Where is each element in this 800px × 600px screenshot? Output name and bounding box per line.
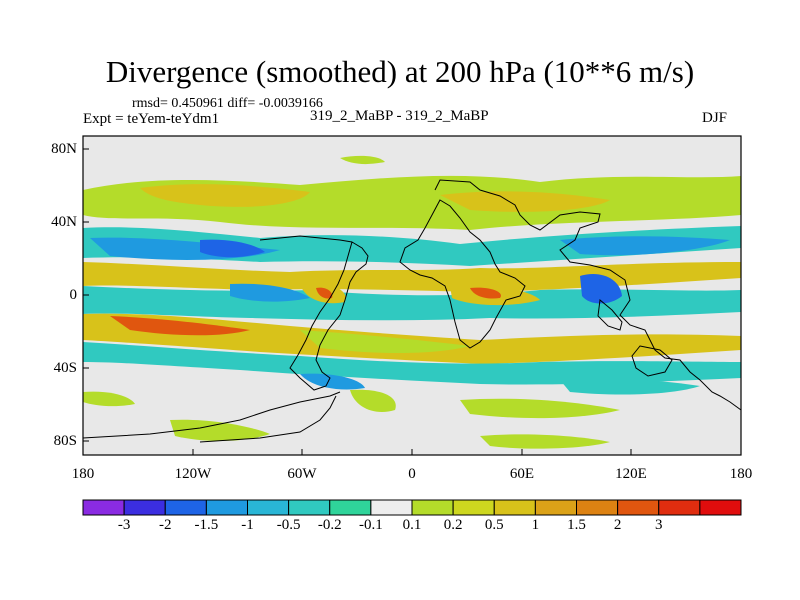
stats-line: rmsd= 0.450961 diff= -0.0039166: [132, 96, 323, 111]
contour-region: [350, 389, 396, 412]
colorbar-label: 0.2: [443, 517, 463, 533]
coastline-segment: [83, 391, 341, 439]
x-tick-label: 120W: [174, 466, 212, 482]
coastline-segment: [259, 235, 353, 243]
contour-region: [140, 184, 310, 207]
colorbar-label: -2: [159, 517, 172, 533]
colorbar-label: -0.2: [317, 517, 342, 533]
colorbar-box: [617, 499, 660, 516]
coastline-segment: [631, 345, 673, 377]
contour-region: [460, 398, 620, 419]
contour-region: [230, 283, 310, 302]
colorbar-box: [205, 499, 248, 516]
y-tick-label: 0: [69, 287, 78, 303]
colorbar-label: 1.5: [567, 517, 586, 533]
y-tick-label: 80N: [51, 141, 77, 157]
contour-region: [470, 287, 501, 299]
colorbar: [82, 499, 742, 516]
contour-region: [83, 391, 135, 407]
colorbar-label: -1.5: [194, 517, 219, 533]
colorbar-box: [658, 499, 701, 516]
colorbar-box: [123, 499, 166, 516]
contour-region: [440, 191, 610, 212]
x-tick-label: 120E: [615, 466, 647, 482]
colorbar-label: -3: [117, 517, 131, 533]
colorbar-box: [493, 499, 536, 516]
contour-region: [316, 287, 333, 299]
contour-region: [200, 239, 265, 258]
x-tick-label: 180: [71, 466, 95, 482]
coastline-segment: [289, 241, 369, 391]
contour-region: [83, 342, 741, 385]
contour-region: [110, 316, 250, 336]
contour-region: [560, 378, 700, 395]
coastline-segment: [199, 395, 337, 443]
colorbar-box: [411, 499, 454, 516]
colorbar-label: 1: [531, 517, 540, 533]
contour-region: [340, 155, 385, 165]
colorbar-box: [576, 499, 619, 516]
colorbar-box: [164, 499, 207, 516]
colorbar-box: [452, 499, 495, 516]
contour-region: [300, 330, 470, 353]
coastline: [83, 179, 741, 443]
colorbar-label: 0.1: [402, 517, 422, 533]
contour-region: [170, 419, 270, 441]
colorbar-label: -1: [241, 517, 254, 533]
coastline-segment: [399, 199, 526, 349]
colorbar-box: [329, 499, 372, 516]
x-tick-label: 180: [729, 466, 753, 482]
colorbar-label: 3: [655, 517, 663, 533]
colorbar-box: [699, 499, 742, 516]
y-tick-label: 40N: [51, 214, 77, 230]
colorbar-box: [370, 499, 413, 516]
coastline-segment: [434, 179, 741, 411]
colorbar-label: -0.1: [359, 517, 383, 533]
contour-region: [480, 434, 610, 449]
colorbar-box: [82, 499, 125, 516]
colorbar-label: -0.5: [276, 517, 301, 533]
x-tick-label: 0: [408, 466, 416, 482]
contour-region: [580, 274, 622, 304]
y-tick-label: 80S: [53, 433, 77, 449]
expt-label: Expt = teYem-teYdm1: [83, 111, 220, 127]
season-label: DJF: [702, 110, 728, 126]
colorbar-box: [247, 499, 290, 516]
x-tick-label: 60W: [287, 466, 317, 482]
experiment-names: 319_2_MaBP - 319_2_MaBP: [310, 108, 489, 124]
plot-title: Divergence (smoothed) at 200 hPa (10**6 …: [105, 54, 695, 89]
coastline-segment: [597, 299, 623, 331]
colorbar-box: [534, 499, 577, 516]
colorbar-label: 0.5: [484, 517, 504, 533]
contour-region: [300, 373, 365, 390]
contour-region: [83, 313, 741, 364]
colorbar-box: [288, 499, 331, 516]
axis-ticks: [83, 148, 632, 455]
x-tick-label: 60E: [509, 466, 535, 482]
colorbar-label: 2: [613, 517, 622, 533]
contour-region: [560, 236, 730, 256]
y-tick-label: 40S: [53, 360, 77, 376]
